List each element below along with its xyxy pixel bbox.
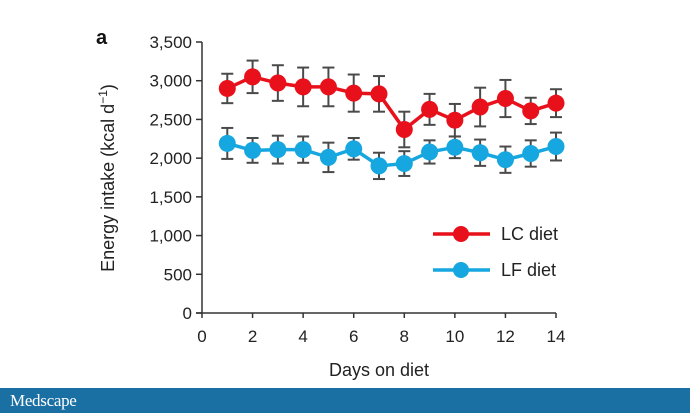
medscape-logo: Medscape — [10, 391, 77, 410]
y-tick-label: 1,500 — [149, 188, 192, 207]
axes: 0 500 1,000 1,500 2,000 2,500 3,000 3,500 0 2 4 6 8 1… — [149, 33, 565, 346]
data-point — [269, 141, 287, 159]
series-lf-diet — [218, 126, 565, 181]
x-axis-title: Days on diet — [329, 360, 429, 380]
data-point — [218, 134, 236, 152]
data-point — [370, 85, 388, 103]
y-tick-label: 3,000 — [149, 72, 192, 91]
data-point — [547, 94, 565, 112]
data-point — [294, 78, 312, 96]
y-axis-title: Energy intake (kcal d−1) — [96, 84, 118, 272]
y-axis-title-close: ) — [98, 84, 118, 90]
data-point — [244, 68, 262, 86]
x-tick-label: 0 — [197, 327, 206, 346]
data-point — [395, 155, 413, 173]
data-point — [471, 144, 489, 162]
x-tick-label: 10 — [445, 327, 464, 346]
svg-text:Energy intake (kcal d−1): Energy intake (kcal d−1) — [96, 84, 118, 272]
data-point — [522, 102, 540, 120]
data-point — [496, 90, 514, 108]
y-tick-label: 500 — [164, 265, 192, 284]
data-point — [319, 148, 337, 166]
y-axis-title-main: Energy intake (kcal d — [98, 104, 118, 272]
data-point — [522, 144, 540, 162]
legend-marker — [453, 226, 469, 242]
data-point — [319, 78, 337, 96]
data-point — [218, 79, 236, 97]
x-tick-label: 2 — [248, 327, 257, 346]
data-point — [244, 141, 262, 159]
x-tick-label: 6 — [349, 327, 358, 346]
data-point — [345, 84, 363, 102]
x-tick-label: 8 — [400, 327, 409, 346]
legend-marker — [453, 262, 469, 278]
x-tick-label: 12 — [496, 327, 515, 346]
y-axis-title-superscript: −1 — [96, 90, 110, 104]
data-point — [421, 143, 439, 161]
y-tick-label: 2,000 — [149, 149, 192, 168]
legend-label: LC diet — [501, 224, 558, 244]
legend-item: LC diet — [433, 224, 558, 244]
data-point — [294, 141, 312, 159]
data-point — [395, 120, 413, 138]
footer-bar: Medscape — [0, 388, 690, 413]
data-point — [471, 98, 489, 116]
legend-label: LF diet — [501, 260, 556, 280]
legend-item: LF diet — [433, 260, 556, 280]
data-point — [370, 157, 388, 175]
y-tick-label: 0 — [183, 304, 192, 323]
chart: a Energy intake (kcal d−1) Days on diet … — [96, 27, 565, 380]
data-point — [446, 138, 464, 156]
panel-label: a — [96, 27, 108, 49]
y-tick-label: 1,000 — [149, 227, 192, 246]
y-tick-label: 3,500 — [149, 33, 192, 52]
data-point — [421, 100, 439, 118]
x-tick-label: 4 — [298, 327, 307, 346]
y-tick-label: 2,500 — [149, 110, 192, 129]
legend: LC diet LF diet — [433, 224, 558, 280]
data-point — [496, 151, 514, 169]
x-tick-label: 14 — [547, 327, 566, 346]
data-point — [547, 138, 565, 156]
series-lc-diet — [218, 59, 565, 149]
data-point — [446, 111, 464, 129]
data-point — [345, 140, 363, 158]
data-point — [269, 74, 287, 92]
series-layer — [218, 59, 565, 181]
